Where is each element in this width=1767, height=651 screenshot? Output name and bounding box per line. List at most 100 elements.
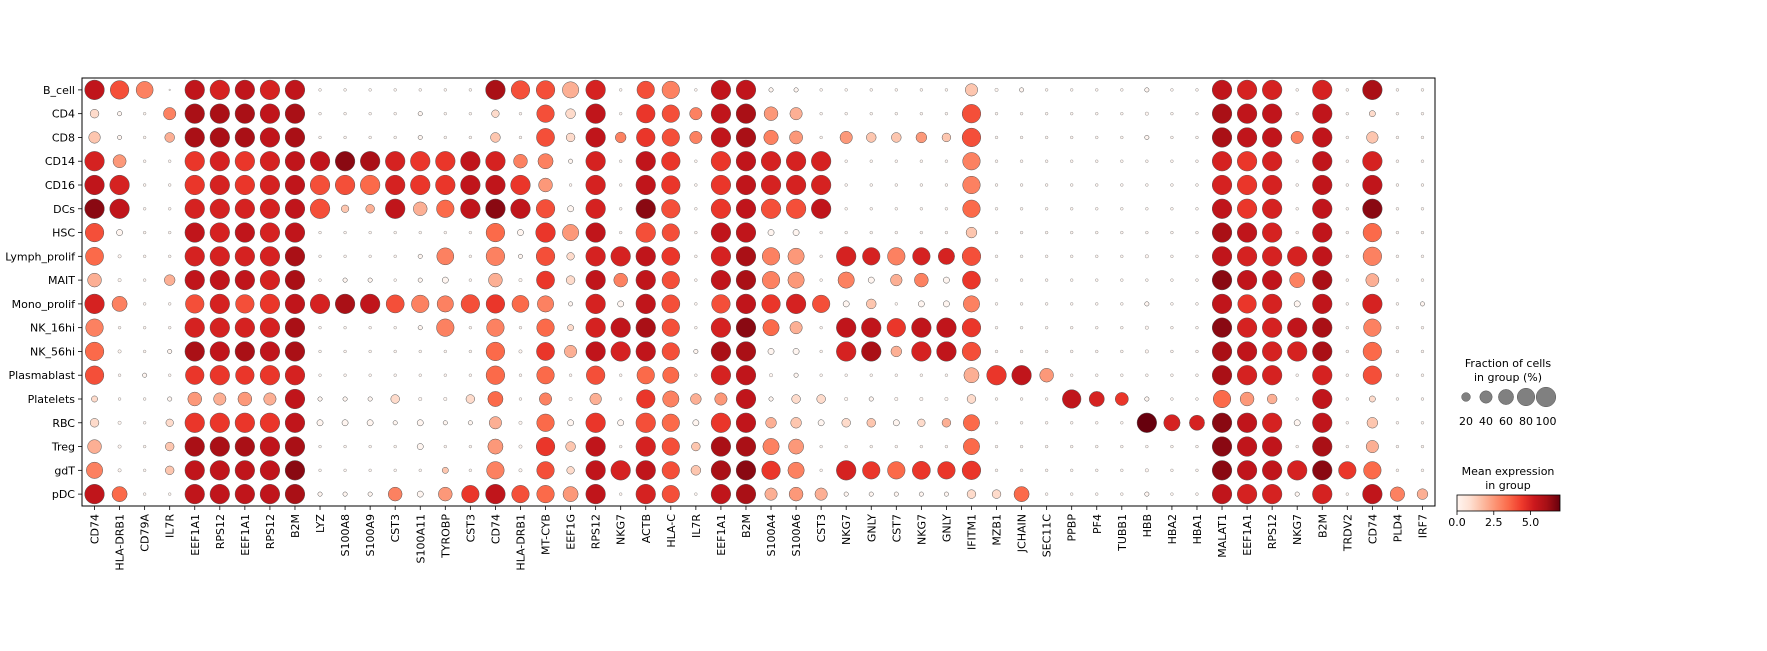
dot-Platelets-S100A6 <box>791 394 801 404</box>
dot-gdT-RPS12 <box>209 460 230 481</box>
dot-NK_16hi-NKG7 <box>610 317 631 338</box>
column-label: IL7R <box>164 514 177 538</box>
dot-CD14-IFITM1 <box>962 152 981 171</box>
dot-HSC-EEF1A1 <box>234 222 255 243</box>
dot-gdT-S100A9 <box>368 468 372 472</box>
dot-NK_16hi-IL7R <box>168 326 172 330</box>
dot-CD16-IL7R <box>168 183 172 187</box>
dot-Platelets-CST3 <box>816 394 826 404</box>
dot-pDC-CST3 <box>388 486 403 502</box>
dot-NK_16hi-EEF1A1 <box>1237 317 1258 338</box>
dot-DCs-HBA2 <box>1170 207 1174 211</box>
dot-CD14-S100A11 <box>410 151 431 172</box>
dot-CD14-B2M <box>1312 151 1333 172</box>
column-label: IRF7 <box>1416 514 1429 538</box>
dot-pDC-S100A4 <box>764 487 778 501</box>
dot-NK_56hi-PLD4 <box>1395 349 1399 353</box>
dot-Platelets-EEF1G <box>568 397 573 401</box>
dot-pDC-IL7R <box>694 492 698 496</box>
dot-NK_16hi-HBA2 <box>1170 326 1174 330</box>
dot-pDC-S100A8 <box>342 491 348 497</box>
dot-B_cell-RPS12 <box>1262 79 1283 100</box>
dot-DCs-B2M <box>735 198 757 219</box>
dot-DCs-RPS12 <box>1262 198 1283 219</box>
dot-Treg-EEF1G <box>565 441 576 452</box>
column-label: CD74 <box>1366 514 1379 544</box>
dot-B_cell-SEC11C <box>1045 88 1049 92</box>
dot-MAIT-RPS12 <box>1262 270 1283 291</box>
dot-Treg-CD79A <box>143 445 147 449</box>
dot-Plasmablast-EEF1A1 <box>710 365 731 386</box>
dot-gdT-NKG7 <box>836 460 857 481</box>
dot-NK_56hi-HBB <box>1145 349 1149 354</box>
dot-CD16-CD74 <box>1362 174 1383 196</box>
dot-MAIT-S100A11 <box>417 277 423 283</box>
dot-HSC-HBA1 <box>1195 231 1199 235</box>
dot-NK_56hi-HBA1 <box>1195 349 1199 353</box>
dot-Platelets-S100A8 <box>342 396 348 402</box>
dot-CD14-EEF1A1 <box>234 151 255 172</box>
dot-NK_16hi-JCHAIN <box>1020 326 1024 330</box>
dot-B_cell-S100A6 <box>793 87 799 93</box>
dot-Plasmablast-LYZ <box>318 373 322 377</box>
dot-DCs-ACTB <box>635 198 656 219</box>
dot-CD16-HLA-DRB1 <box>510 174 531 196</box>
dot-NK_16hi-CST3 <box>819 326 823 330</box>
dot-Mono_prolif-HBA2 <box>1170 302 1174 306</box>
dot-NK_16hi-GNLY <box>861 317 882 338</box>
dot-NK_16hi-HBA1 <box>1195 326 1199 330</box>
dot-RBC-SEC11C <box>1045 421 1049 425</box>
dot-RBC-IFITM1 <box>963 414 980 432</box>
dot-Plasmablast-CST3 <box>468 373 472 377</box>
dot-Plasmablast-EEF1G <box>569 373 573 377</box>
dot-Mono_prolif-PF4 <box>1095 302 1099 306</box>
dot-Lymph_prolif-HLA-C <box>661 247 681 266</box>
dot-CD14-ACTB <box>635 151 656 172</box>
dot-RBC-HLA-C <box>661 413 680 432</box>
dot-Mono_prolif-B2M <box>284 293 306 314</box>
dot-DCs-PF4 <box>1095 207 1099 211</box>
dot-MAIT-RPS12 <box>209 270 230 291</box>
dot-Lymph_prolif-CST7 <box>887 247 906 266</box>
dot-Mono_prolif-JCHAIN <box>1020 302 1024 306</box>
dot-pDC-IFITM1 <box>966 489 977 499</box>
dot-CD8-B2M <box>1312 127 1333 148</box>
dot-pDC-EEF1A1 <box>184 484 205 505</box>
dot-HSC-CST3 <box>393 231 397 235</box>
dot-CD14-IRF7 <box>1420 159 1425 163</box>
dot-DCs-GNLY <box>944 207 948 211</box>
dot-Platelets-ACTB <box>636 389 656 409</box>
dot-HSC-S100A9 <box>368 231 372 235</box>
dot-Lymph_prolif-TYROBP <box>436 247 455 266</box>
dot-Lymph_prolif-CD79A <box>143 254 147 258</box>
dot-HSC-SEC11C <box>1045 231 1049 235</box>
dot-HSC-HLA-DRB1 <box>116 229 123 236</box>
dot-NK_16hi-NKG7 <box>911 317 932 338</box>
dot-CD16-MALAT1 <box>1211 174 1233 196</box>
dot-CD14-EEF1A1 <box>184 151 205 172</box>
dot-NK_56hi-CST3 <box>468 349 472 353</box>
row-label: CD14 <box>45 155 75 168</box>
dot-gdT-EEF1G <box>566 466 575 475</box>
dot-Mono_prolif-PLD4 <box>1395 302 1399 306</box>
dot-CD4-GNLY <box>869 112 873 116</box>
dot-pDC-RPS12 <box>585 484 606 505</box>
dot-HSC-NKG7 <box>619 231 623 235</box>
dot-RBC-IRF7 <box>1420 421 1425 425</box>
dot-pDC-MZB1 <box>991 489 1002 499</box>
dot-CD14-CD74 <box>84 151 105 172</box>
column-label: NKG7 <box>615 514 628 545</box>
dot-NK_16hi-HLA-DRB1 <box>118 326 122 330</box>
dot-CD4-CD74 <box>491 109 500 118</box>
dot-NK_16hi-CD74 <box>486 318 505 337</box>
dot-Plasmablast-PPBP <box>1070 373 1074 377</box>
dot-pDC-CST3 <box>461 485 480 504</box>
dot-HSC-GNLY <box>944 231 948 235</box>
dot-gdT-IRF7 <box>1420 468 1425 472</box>
dot-Mono_prolif-RPS12 <box>585 293 606 314</box>
dot-Platelets-IFITM1 <box>966 394 977 404</box>
dot-CD16-CD74 <box>84 174 105 196</box>
dot-NK_16hi-CD74 <box>1363 318 1382 337</box>
dot-Plasmablast-S100A11 <box>418 373 422 377</box>
